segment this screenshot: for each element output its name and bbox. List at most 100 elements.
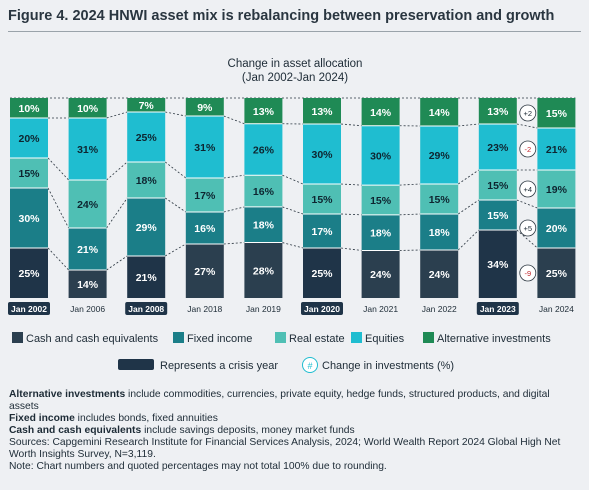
bar-segment <box>185 178 224 212</box>
data-label: 17% <box>194 190 216 202</box>
bar-segment <box>420 184 459 214</box>
connector-line <box>164 161 187 179</box>
connector-line <box>340 183 362 186</box>
data-label: 15% <box>311 194 333 206</box>
bar-segment <box>361 185 400 215</box>
bar-segment <box>68 228 107 270</box>
bar-segment <box>68 270 107 298</box>
change-label: -9 <box>524 269 531 278</box>
legend-label: Cash and cash equivalents <box>26 333 159 345</box>
legend-label: Equities <box>365 333 405 345</box>
bar-segment <box>303 124 341 184</box>
bar-segment <box>127 98 166 112</box>
data-label: 19% <box>546 184 568 196</box>
change-circle <box>519 219 537 237</box>
change-label: -2 <box>524 145 531 154</box>
legend-change-circle <box>302 357 318 373</box>
connector-line <box>47 187 69 229</box>
bar-segment <box>537 208 576 248</box>
connector-line <box>164 243 187 257</box>
note-alternative-investments: Alternative investments include commodit… <box>9 389 550 412</box>
connector-line <box>516 199 538 209</box>
connector-line <box>223 174 245 179</box>
bar-segment <box>127 112 166 162</box>
x-tick-label: Jan 2023 <box>480 304 516 314</box>
data-label: 24% <box>429 269 451 281</box>
note-rounding: Note: Chart numbers and quoted percentag… <box>9 461 387 472</box>
data-label: 24% <box>77 199 99 211</box>
bar-segment <box>478 124 517 170</box>
bar-segment <box>478 200 517 230</box>
connector-line <box>457 229 480 251</box>
note-fixed-income: Fixed income includes bonds, fixed annui… <box>9 413 218 424</box>
change-circle <box>519 264 537 282</box>
bar-segment <box>10 98 48 118</box>
connector-line <box>399 213 421 216</box>
bar-segment <box>244 175 283 207</box>
data-label: 25% <box>18 268 40 280</box>
data-label: 7% <box>139 100 155 112</box>
connector-line <box>164 197 187 213</box>
bar-segment <box>185 116 224 178</box>
legend-swatch <box>275 332 286 343</box>
bar-segment <box>420 214 459 250</box>
crisis-label-background <box>301 302 343 315</box>
connector-line <box>516 123 538 129</box>
legend-label: Alternative investments <box>437 333 551 345</box>
data-label: 13% <box>487 106 509 118</box>
data-label: 34% <box>487 259 509 271</box>
data-label: 15% <box>487 180 509 192</box>
data-label: 15% <box>18 168 40 180</box>
data-label: 9% <box>197 102 213 114</box>
data-label: 26% <box>253 144 275 156</box>
footnotes: Alternative investments include commodit… <box>9 389 581 473</box>
data-label: 31% <box>77 144 99 156</box>
connector-line <box>165 111 186 117</box>
crisis-label-background <box>125 302 168 315</box>
bar-segment <box>478 98 517 124</box>
connector-line <box>399 183 421 186</box>
bar-segment <box>420 98 459 126</box>
change-label: +2 <box>524 109 533 118</box>
data-label: 25% <box>136 132 158 144</box>
data-label: 20% <box>18 133 40 145</box>
bar-segment <box>361 98 400 126</box>
x-tick-label: Jan 2021 <box>363 304 398 314</box>
data-label: 15% <box>546 108 568 120</box>
bar-segment <box>361 250 400 298</box>
bar-segment <box>68 180 107 228</box>
data-label: 25% <box>311 268 333 280</box>
bar-segment <box>361 125 400 186</box>
x-tick-label: Jan 2008 <box>128 304 164 314</box>
legend-label: Real estate <box>289 333 345 345</box>
connector-line <box>457 169 480 185</box>
data-label: 18% <box>253 220 275 232</box>
connector-line <box>458 123 479 127</box>
bar-segment <box>537 128 576 170</box>
data-label: 14% <box>77 279 99 291</box>
change-label: +4 <box>524 185 533 194</box>
data-label: 23% <box>487 142 509 154</box>
change-label: +5 <box>524 224 533 233</box>
bar-segment <box>478 230 517 298</box>
bar-segment <box>361 214 400 251</box>
data-label: 16% <box>194 223 216 235</box>
data-label: 25% <box>546 268 568 280</box>
bar-segment <box>537 248 576 298</box>
bar-segment <box>303 184 341 214</box>
bar-segment <box>10 158 48 188</box>
change-circle <box>519 104 537 122</box>
bar-segment <box>68 118 107 180</box>
bar-segment <box>244 242 283 298</box>
connector-line <box>516 229 538 249</box>
data-label: 18% <box>136 175 158 187</box>
x-tick-label: Jan 2022 <box>422 304 457 314</box>
crisis-label-background <box>476 302 519 315</box>
bar-segment <box>303 98 341 124</box>
data-label: 30% <box>311 149 333 161</box>
data-label: 17% <box>311 226 333 238</box>
x-tick-label: Jan 2020 <box>304 304 340 314</box>
bar-segment <box>10 118 48 158</box>
note-sources: Sources: Capgemini Research Institute fo… <box>9 437 561 460</box>
title-divider <box>8 31 581 32</box>
